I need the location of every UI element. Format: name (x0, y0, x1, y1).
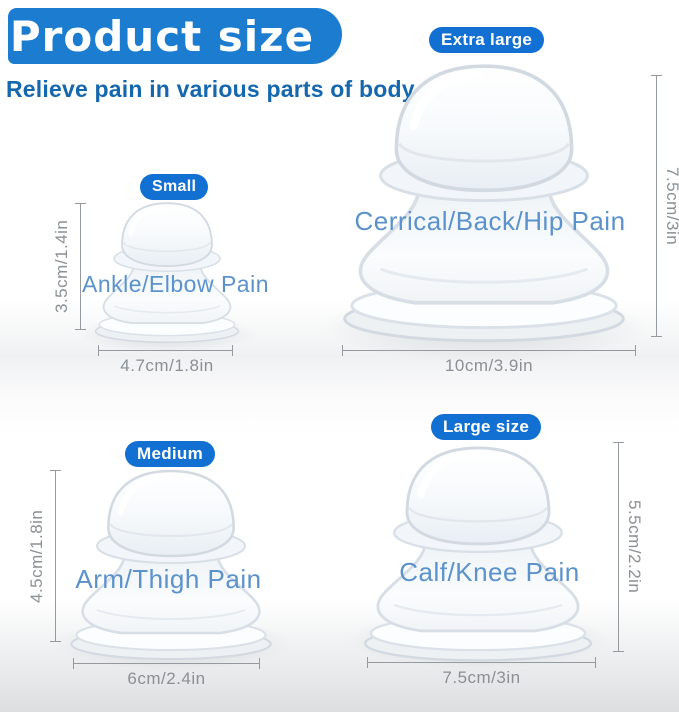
cup-label-large: Calf/Knee Pain (399, 557, 580, 587)
height-dimension-small: 3.5cm/1.4in (52, 219, 71, 314)
cup-label-extra-large: Cerrical/Back/Hip Pain (354, 206, 626, 236)
height-measure-line-small (75, 203, 86, 330)
width-measure-line-large (367, 657, 596, 668)
height-measure-line-extra-large (651, 75, 662, 337)
height-dimension-extra-large: 7.5cm/3in (663, 166, 679, 246)
cup-image-large (350, 440, 606, 666)
width-dimension-medium: 6cm/2.4in (127, 669, 206, 688)
page-title: Product size (9, 11, 315, 61)
size-badge-extra-large: Extra large (429, 27, 545, 53)
cup-image-extra-large (326, 56, 642, 348)
silicone-cup-drawing (94, 202, 240, 344)
width-measure-line-extra-large (342, 345, 636, 356)
height-dimension-large: 5.5cm/2.2in (625, 500, 644, 594)
width-measure-line-small (98, 345, 233, 356)
width-dimension-small: 4.7cm/1.8in (120, 356, 214, 375)
cup-image-medium (58, 464, 284, 664)
size-badge-large: Large size (431, 414, 542, 440)
silicone-cup-drawing (343, 64, 625, 343)
cup-image-small (86, 198, 248, 346)
title-banner: Product size (8, 8, 342, 64)
width-dimension-extra-large: 10cm/3.9in (444, 356, 534, 375)
cup-label-small: Ankle/Elbow Pain (82, 271, 269, 297)
silicone-cup-drawing (70, 469, 272, 660)
height-dimension-medium: 4.5cm/1.8in (27, 509, 46, 603)
size-badge-small: Small (140, 174, 209, 200)
height-measure-line-medium (50, 470, 61, 642)
width-dimension-large: 7.5cm/3in (442, 668, 521, 687)
height-measure-line-large (613, 442, 624, 652)
size-badge-medium: Medium (125, 441, 216, 467)
page-subtitle: Relieve pain in various parts of body (6, 76, 415, 102)
cup-label-medium: Arm/Thigh Pain (75, 564, 262, 594)
width-measure-line-medium (73, 658, 260, 669)
silicone-cup-drawing (363, 446, 593, 662)
